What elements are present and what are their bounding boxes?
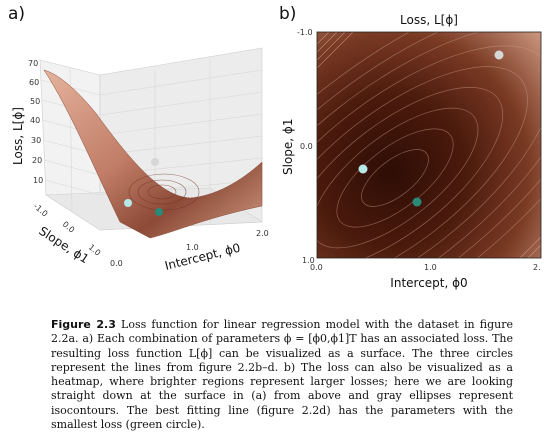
z-axis-label: Loss, L[ϕ] <box>11 107 25 165</box>
x-axis-ticks: 0.0 1.0 2.0 <box>110 229 269 268</box>
z-tick-label: 30 <box>31 136 41 145</box>
heatmap-green-circle <box>412 197 422 207</box>
figure-title: Loss function for linear regression mode… <box>51 318 513 346</box>
z-tick-label: 10 <box>33 176 43 185</box>
figure-canvas: 70 60 50 40 30 20 10 Loss, L[ϕ] -1.0 0.0… <box>11 13 542 290</box>
x-tick-label: 1.0 <box>186 243 199 252</box>
heatmap-y-tick-label: -1.0 <box>297 28 313 37</box>
heatmap-x-tick-label: 2. <box>533 263 541 272</box>
y-tick-label: -1.0 <box>32 202 50 219</box>
heatmap-x-tick-label: 1.0 <box>424 263 437 272</box>
panel-a-label: a) <box>8 4 26 24</box>
y-tick-label: 0.0 <box>61 220 77 235</box>
z-tick-label: 50 <box>30 97 40 106</box>
heatmap-cyan-circle <box>358 164 368 174</box>
surface-cyan-circle <box>124 199 132 207</box>
heatmap-x-tick-label: 0.0 <box>310 263 323 272</box>
z-tick-label: 40 <box>30 116 40 125</box>
z-tick-label: 70 <box>28 59 38 68</box>
caption-body: a) Each combination of parameters ϕ = [ϕ… <box>51 332 514 432</box>
grid-lines <box>40 59 263 226</box>
z-axis-ticks: 70 60 50 40 30 20 10 <box>28 59 43 185</box>
surface-green-circle <box>155 208 163 216</box>
heatmap-y-ticks: -1.0 0.0 1.0 <box>297 28 315 265</box>
surface-gray-circle <box>151 158 159 166</box>
y-axis-label: Slope, ϕ1 <box>36 224 91 267</box>
heatmap-x-ticks: 0.0 1.0 2. <box>310 263 541 272</box>
heatmap-y-tick-label: 1.0 <box>302 256 315 265</box>
x-tick-label: 0.0 <box>110 259 123 268</box>
heatmap-y-tick-label: 0.0 <box>300 142 313 151</box>
figure-caption: Figure 2.3 Loss function for linear regr… <box>51 318 513 432</box>
heatmap-y-axis-label: Slope, ϕ1 <box>281 119 295 175</box>
loss-surface <box>43 69 263 239</box>
figure-label: Figure 2.3 <box>51 318 116 331</box>
x-tick-label: 2.0 <box>256 229 269 238</box>
z-tick-label: 60 <box>29 78 39 87</box>
heatmap-x-axis-label: Intercept, ϕ0 <box>390 276 467 290</box>
panel-b-heatmap: Loss, L[ϕ] <box>281 13 542 290</box>
heatmap-frame <box>316 31 542 259</box>
heatmap-title: Loss, L[ϕ] <box>400 13 458 27</box>
x-axis-label: Intercept, ϕ0 <box>163 241 241 273</box>
panel-a-3d-plot: 70 60 50 40 30 20 10 Loss, L[ϕ] -1.0 0.0… <box>11 47 269 273</box>
isocontours <box>317 32 541 258</box>
z-tick-label: 20 <box>32 156 42 165</box>
heatmap-gray-circle <box>494 50 504 60</box>
surface-contours <box>128 173 200 211</box>
panel-b-label: b) <box>279 4 297 24</box>
corner-hatching <box>317 32 541 258</box>
